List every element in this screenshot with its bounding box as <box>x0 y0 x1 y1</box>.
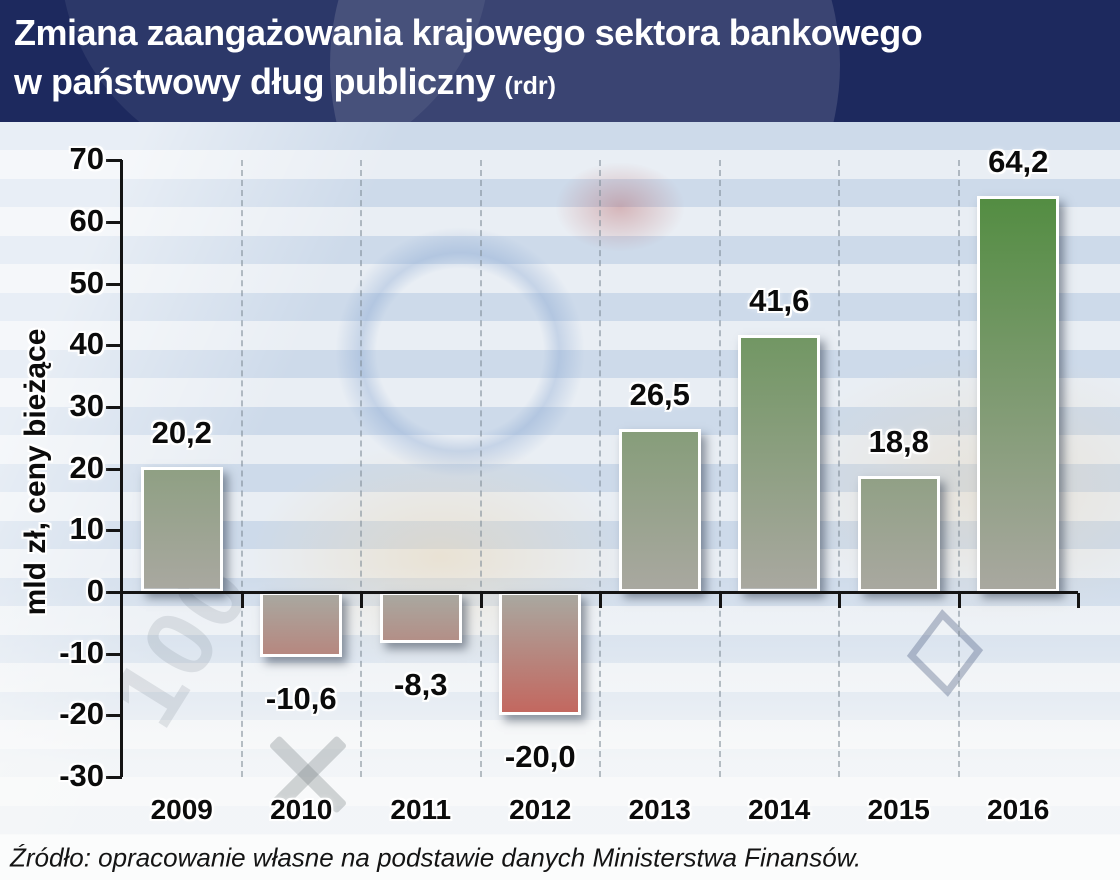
x-tick-label: 2010 <box>270 794 333 825</box>
x-axis-tick <box>479 593 483 608</box>
value-label: -20,0 <box>504 739 576 775</box>
x-axis-tick <box>718 593 722 608</box>
bar-2015 <box>857 476 940 592</box>
x-axis-tick <box>957 593 961 608</box>
y-tick-label: 70 <box>69 141 104 177</box>
x-axis-tick <box>599 593 602 608</box>
value-label: 41,6 <box>749 283 810 319</box>
vertical-gridline <box>838 160 840 777</box>
y-tick-label: 60 <box>69 202 104 238</box>
value-label: -8,3 <box>394 667 448 703</box>
chart-title-line2: w państwowy dług publiczny (rdr) <box>14 61 556 102</box>
chart-header: Zmiana zaangażowania krajowego sektora b… <box>0 0 1120 122</box>
y-tick-label: -10 <box>59 634 104 670</box>
value-label: 18,8 <box>868 424 929 459</box>
y-axis-tick <box>106 220 122 224</box>
vertical-gridline <box>718 160 721 777</box>
x-tick-label: 2015 <box>867 794 930 825</box>
y-tick-label: 30 <box>69 387 104 423</box>
source-note: Źródło: opracowanie własne na podstawie … <box>10 842 862 872</box>
x-tick-label: 2012 <box>509 794 572 825</box>
y-axis-tick <box>106 467 122 471</box>
bar-2016 <box>977 195 1060 592</box>
y-axis-tick <box>106 159 122 163</box>
x-tick-label: 2013 <box>628 794 691 825</box>
y-tick-label: 10 <box>69 511 104 547</box>
header-watermark-circle <box>330 0 840 122</box>
vertical-gridline <box>479 160 482 777</box>
header-watermark-circle <box>60 0 490 122</box>
vertical-gridline <box>240 160 243 777</box>
value-label: 26,5 <box>629 376 690 412</box>
x-axis-tick <box>838 593 841 608</box>
chart-title: Zmiana zaangażowania krajowego sektora b… <box>14 8 1104 111</box>
bar-2012 <box>499 592 582 716</box>
bar-2013 <box>618 428 701 592</box>
bar-2010 <box>260 592 343 658</box>
y-tick-label: 50 <box>69 264 104 300</box>
vertical-gridline <box>599 160 601 777</box>
value-label: 20,2 <box>151 415 212 451</box>
bar-2014 <box>738 335 821 592</box>
y-tick-label: -30 <box>59 758 104 794</box>
x-tick-label: 2011 <box>390 794 452 825</box>
bar-2011 <box>379 592 462 644</box>
y-axis-tick <box>106 652 122 656</box>
vertical-gridline <box>957 160 960 777</box>
source-footer: Źródło: opracowanie własne na podstawie … <box>0 835 1120 880</box>
y-axis-tick <box>106 344 122 348</box>
y-axis-tick <box>106 282 122 286</box>
x-tick-label: 2016 <box>987 794 1050 825</box>
x-tick-label: 2009 <box>150 794 213 825</box>
value-label: -10,6 <box>265 681 337 717</box>
y-tick-label: 20 <box>69 449 104 485</box>
x-tick-label: 2014 <box>748 794 811 825</box>
x-axis-tick <box>240 593 244 608</box>
y-tick-label: -20 <box>59 696 104 732</box>
y-axis-tick <box>106 405 122 409</box>
bar-2009 <box>140 467 223 592</box>
y-axis-tick <box>106 714 122 718</box>
y-tick-label: 0 <box>86 573 104 608</box>
chart-title-line1: Zmiana zaangażowania krajowego sektora b… <box>14 12 923 53</box>
x-axis-tick <box>1077 593 1080 608</box>
y-axis-tick <box>106 529 122 533</box>
value-label: 64,2 <box>988 143 1049 179</box>
vertical-gridline <box>360 160 362 777</box>
y-axis-tick <box>106 776 122 780</box>
y-tick-label: 40 <box>69 326 104 362</box>
y-axis-tick <box>106 591 122 594</box>
x-axis-tick <box>360 593 363 608</box>
zero-baseline <box>122 591 1078 594</box>
